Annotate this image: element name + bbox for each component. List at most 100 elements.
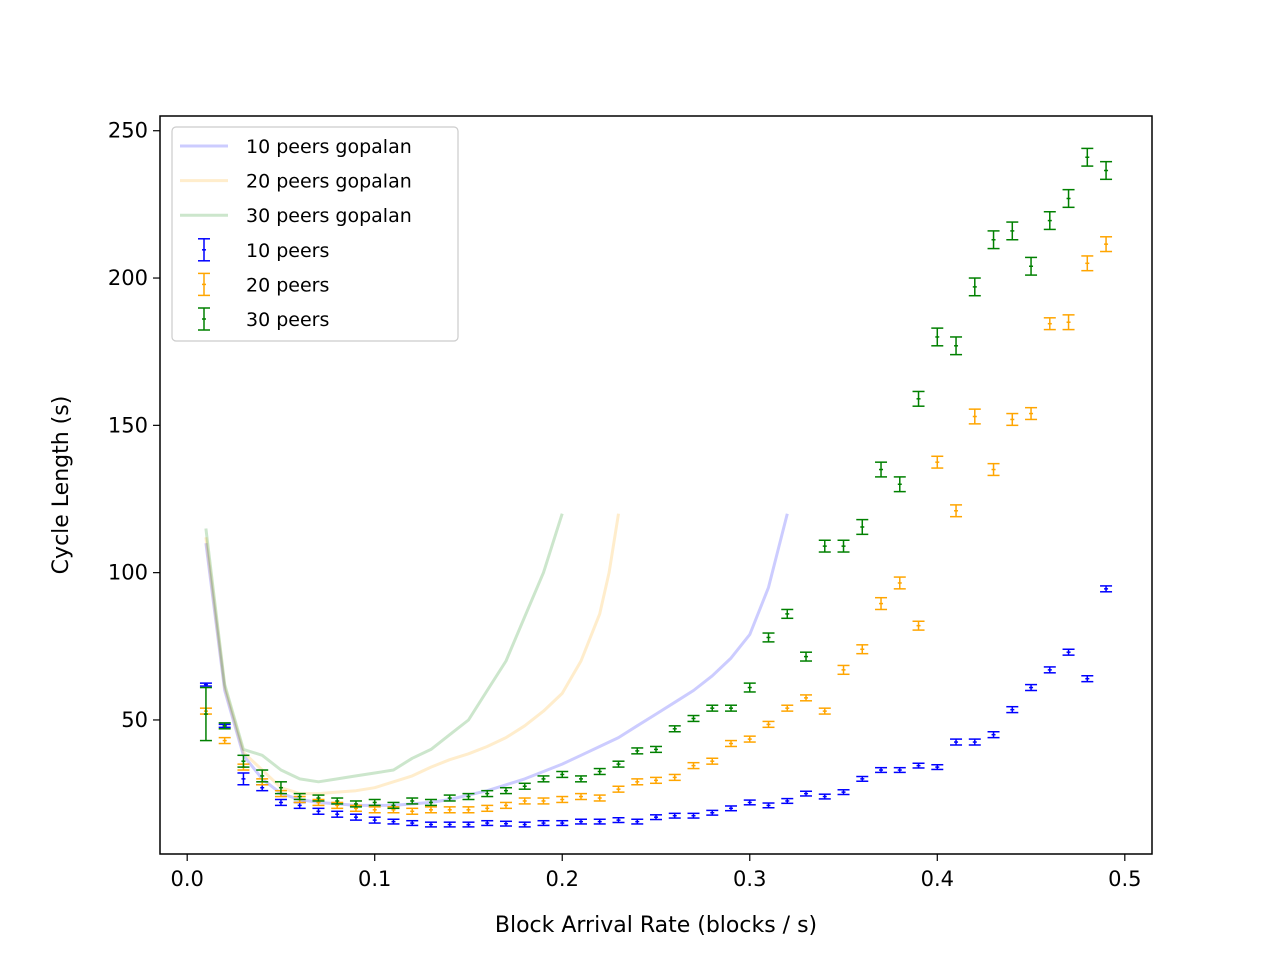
data-point	[668, 812, 681, 819]
data-point	[725, 805, 738, 812]
data-point	[293, 792, 306, 801]
data-point	[574, 775, 587, 783]
data-point	[818, 793, 831, 800]
data-point	[462, 792, 475, 801]
data-point	[1025, 683, 1038, 692]
data-point	[1006, 705, 1019, 714]
y-tick-label: 250	[108, 119, 148, 143]
data-point	[368, 806, 381, 814]
data-point	[968, 738, 981, 746]
data-point	[706, 704, 719, 712]
line-series-3	[204, 513, 564, 784]
data-point	[574, 818, 587, 825]
data-point	[631, 778, 644, 786]
data-point	[406, 807, 419, 815]
data-point	[856, 775, 869, 782]
y-axis-label: Cycle Length (s)	[49, 396, 74, 575]
legend: 10 peers gopalan 20 peers gopalan 30 peers…	[171, 126, 459, 342]
legend-label: 10 peers	[246, 240, 329, 262]
data-point	[424, 821, 437, 828]
data-point	[650, 814, 662, 821]
data-point	[725, 704, 738, 712]
data-point	[1100, 585, 1113, 593]
data-point	[406, 819, 419, 827]
data-point	[593, 818, 606, 825]
data-point	[781, 608, 794, 620]
data-point	[499, 786, 512, 795]
data-point	[931, 327, 944, 347]
x-tick-label: 0.5	[1108, 867, 1141, 891]
data-point	[781, 797, 794, 805]
data-point	[574, 792, 587, 801]
data-point	[349, 813, 362, 821]
data-point	[1081, 675, 1094, 683]
data-point	[443, 821, 456, 828]
data-point	[762, 632, 775, 643]
x-tick-label: 0.0	[170, 867, 203, 891]
data-point	[687, 714, 700, 723]
data-point	[1081, 255, 1094, 272]
x-tick-label: 0.3	[733, 867, 766, 891]
data-point	[1100, 236, 1113, 253]
x-axis-ticks: 0.0 0.1 0.2 0.3 0.4 0.5	[170, 854, 1142, 891]
data-point	[631, 818, 644, 825]
data-point	[331, 810, 344, 818]
errorbar-series-3	[199, 147, 1113, 810]
data-point	[762, 802, 775, 809]
data-point	[1081, 147, 1094, 167]
data-point	[218, 736, 231, 745]
data-point	[1062, 188, 1075, 209]
data-point	[1062, 314, 1075, 331]
data-point	[837, 539, 850, 553]
error-bar-points	[199, 147, 1113, 828]
data-point	[800, 694, 813, 702]
data-point	[987, 462, 1000, 477]
data-point	[818, 539, 831, 553]
data-point	[443, 794, 456, 802]
data-point	[481, 789, 494, 798]
data-point	[612, 760, 625, 768]
data-point	[837, 789, 850, 796]
data-point	[893, 576, 906, 590]
data-point	[237, 754, 250, 768]
data-point	[856, 518, 869, 536]
data-point	[368, 816, 381, 824]
data-point	[687, 761, 700, 770]
data-point	[950, 738, 963, 746]
plot-frame	[159, 115, 1153, 855]
legend-label: 20 peers gopalan	[246, 171, 412, 193]
data-point	[987, 730, 1000, 739]
data-point	[556, 819, 569, 827]
data-point	[912, 390, 925, 407]
data-point	[912, 762, 925, 769]
data-point	[800, 790, 813, 797]
y-tick-label: 200	[108, 266, 148, 290]
data-point	[650, 745, 662, 754]
y-axis-ticks: 50 100 150 200 250	[108, 119, 160, 732]
data-point	[875, 596, 888, 611]
data-point	[199, 682, 212, 687]
data-point	[556, 770, 569, 779]
data-point	[931, 455, 944, 469]
data-point	[612, 817, 625, 824]
legend-label: 10 peers gopalan	[246, 136, 412, 158]
data-point	[650, 776, 662, 785]
data-point	[1043, 210, 1056, 231]
data-point	[968, 408, 981, 425]
data-point	[743, 799, 756, 806]
data-point	[1062, 648, 1075, 656]
data-point	[687, 812, 700, 819]
data-point	[931, 763, 944, 771]
data-point	[668, 725, 681, 733]
legend-label: 30 peers gopalan	[246, 205, 412, 227]
data-point	[518, 782, 531, 790]
data-point	[781, 704, 794, 712]
data-point	[518, 821, 531, 828]
data-point	[612, 785, 625, 793]
data-point	[368, 798, 381, 807]
data-point	[312, 807, 325, 815]
data-point	[312, 794, 325, 802]
data-point	[1025, 256, 1038, 276]
legend-frame	[171, 126, 459, 342]
